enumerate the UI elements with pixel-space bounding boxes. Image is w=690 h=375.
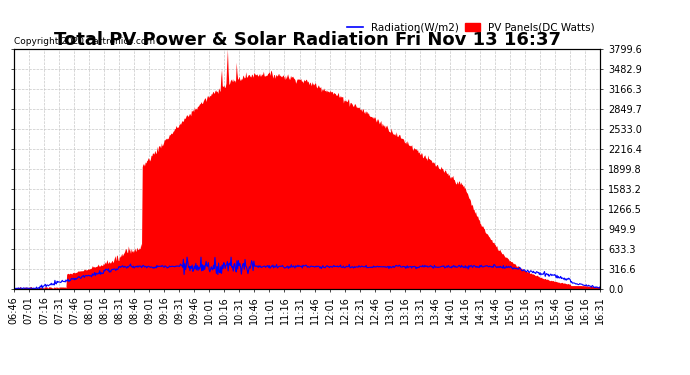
Title: Total PV Power & Solar Radiation Fri Nov 13 16:37: Total PV Power & Solar Radiation Fri Nov… <box>54 31 560 49</box>
Text: Copyright 2020 Cartronics.com: Copyright 2020 Cartronics.com <box>14 38 155 46</box>
Legend: Radiation(W/m2), PV Panels(DC Watts): Radiation(W/m2), PV Panels(DC Watts) <box>348 23 595 33</box>
